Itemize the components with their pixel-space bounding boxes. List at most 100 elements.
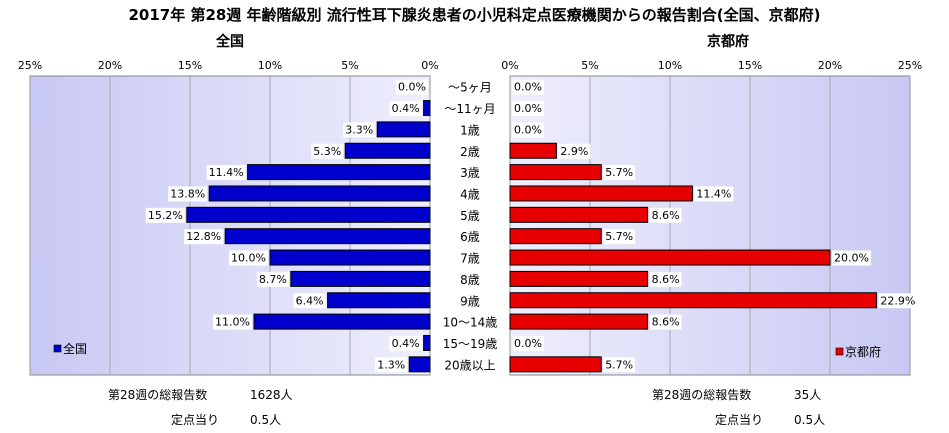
- left-bar: [290, 270, 431, 287]
- left-value-label: 6.4%: [296, 294, 324, 307]
- right-legend: 京都府: [835, 344, 881, 359]
- category-label: 1歳: [460, 123, 480, 137]
- right-value-label: 0.0%: [514, 81, 542, 94]
- right-x-tick-label: 20%: [818, 59, 842, 72]
- right-value-label: 11.4%: [696, 187, 731, 200]
- right-total-label: 第28週の総報告数: [652, 388, 752, 402]
- category-label: 15～19歳: [443, 337, 498, 351]
- left-value-label-bg: [213, 314, 252, 330]
- right-value-label-bg: [603, 165, 636, 181]
- left-bar: [423, 100, 431, 117]
- left-bar: [224, 228, 431, 245]
- right-value-label: 20.0%: [834, 252, 869, 265]
- category-label: 9歳: [460, 294, 480, 308]
- right-value-label: 5.7%: [605, 358, 633, 371]
- left-value-label: 11.4%: [209, 166, 244, 179]
- left-per-value: 0.5人: [250, 413, 282, 427]
- left-value-label-bg: [184, 229, 224, 245]
- left-value-label-bg: [206, 165, 246, 181]
- left-legend-label: 全国: [63, 341, 87, 356]
- chart-title: 2017年 第28週 年齢階級別 流行性耳下腺炎患者の小児科定点医療機関からの報…: [128, 6, 821, 24]
- left-x-tick-label: 15%: [178, 59, 202, 72]
- right-x-tick-label: 15%: [738, 59, 762, 72]
- left-x-tick-label: 0%: [421, 59, 438, 72]
- right-value-label: 22.9%: [880, 294, 915, 307]
- left-plot-area: [29, 75, 431, 376]
- right-value-label: 8.6%: [652, 209, 680, 222]
- left-bar: [247, 164, 431, 181]
- left-bar: [376, 121, 431, 138]
- right-value-label-bg: [649, 207, 682, 223]
- right-bar: [509, 356, 602, 373]
- right-bar: [509, 313, 649, 330]
- category-label: 4歳: [460, 187, 480, 201]
- right-bar: [509, 164, 602, 181]
- left-value-label: 12.8%: [186, 230, 221, 243]
- left-total-label: 第28週の総報告数: [108, 388, 208, 402]
- left-value-label: 3.3%: [345, 123, 373, 136]
- left-value-label-bg: [396, 79, 428, 95]
- right-per-value: 0.5人: [794, 413, 826, 427]
- category-label: 10～14歳: [443, 316, 498, 330]
- category-label: 6歳: [460, 230, 480, 244]
- left-x-tick-label: 25%: [18, 59, 42, 72]
- category-label: ～5ヶ月: [448, 81, 492, 95]
- right-value-label-bg: [512, 122, 544, 138]
- right-value-label-bg: [832, 250, 871, 266]
- right-value-label: 0.0%: [514, 102, 542, 115]
- right-value-label: 8.6%: [652, 273, 680, 286]
- category-label: 8歳: [460, 273, 480, 287]
- left-bar: [253, 313, 431, 330]
- right-value-label-bg: [649, 271, 682, 287]
- right-legend-swatch: [835, 347, 844, 356]
- right-x-tick-label: 10%: [658, 59, 682, 72]
- category-label: 3歳: [460, 166, 480, 180]
- right-x-tick-label: 25%: [898, 59, 922, 72]
- right-value-label: 5.7%: [605, 230, 633, 243]
- right-bar: [509, 292, 877, 309]
- right-bar: [509, 142, 557, 159]
- right-bar: [509, 270, 649, 287]
- right-value-label: 5.7%: [605, 166, 633, 179]
- left-bar: [408, 356, 431, 373]
- left-bar: [269, 249, 431, 266]
- left-value-label: 5.3%: [313, 145, 341, 158]
- left-per-label: 定点当り: [171, 413, 220, 427]
- right-value-label: 8.6%: [652, 316, 680, 329]
- left-value-label-bg: [168, 186, 208, 202]
- category-label: 5歳: [460, 209, 480, 223]
- category-label: 7歳: [460, 252, 480, 266]
- left-panel-title: 全国: [215, 33, 244, 50]
- left-bar: [327, 292, 431, 309]
- right-value-label: 0.0%: [514, 123, 542, 136]
- left-value-label: 1.3%: [377, 358, 405, 371]
- left-x-tick-label: 5%: [341, 59, 358, 72]
- left-value-label-bg: [389, 335, 422, 351]
- right-panel-title: 京都府: [707, 33, 749, 50]
- left-value-label-bg: [311, 143, 344, 159]
- category-label: 20歳以上: [444, 358, 495, 372]
- left-value-label: 0.4%: [392, 337, 420, 350]
- left-value-label: 8.7%: [259, 273, 287, 286]
- right-x-tick-label: 0%: [501, 59, 518, 72]
- left-total-value: 1628人: [250, 388, 293, 402]
- right-value-label-bg: [649, 314, 682, 330]
- left-value-label: 13.8%: [170, 187, 205, 200]
- right-per-label: 定点当り: [715, 413, 764, 427]
- right-bar: [509, 228, 602, 245]
- left-x-tick-label: 20%: [98, 59, 122, 72]
- right-value-label: 2.9%: [560, 145, 588, 158]
- right-value-label-bg: [512, 101, 544, 117]
- right-value-label-bg: [603, 357, 636, 373]
- left-value-label-bg: [229, 250, 268, 266]
- right-value-label-bg: [603, 229, 636, 245]
- right-x-tick-label: 5%: [581, 59, 598, 72]
- right-value-label-bg: [694, 186, 734, 202]
- right-plot-area: [509, 75, 911, 376]
- right-value-label-bg: [512, 335, 544, 351]
- left-value-label: 10.0%: [231, 252, 266, 265]
- right-bar: [509, 249, 831, 266]
- left-legend: 全国: [53, 341, 87, 356]
- left-value-label-bg: [256, 271, 289, 287]
- right-value-label-bg: [558, 143, 591, 159]
